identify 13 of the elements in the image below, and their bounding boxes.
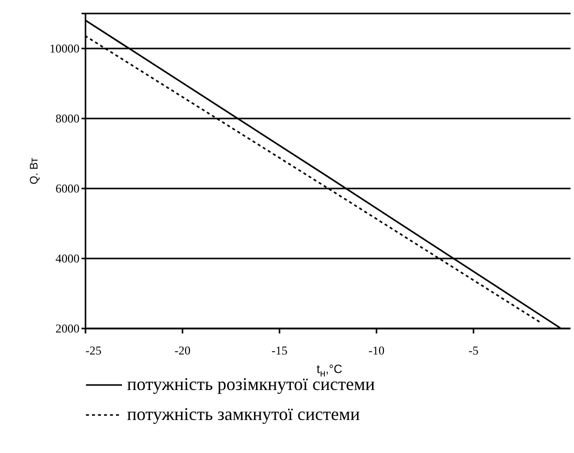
y-tick-label: 10000 xyxy=(50,42,80,56)
y-tick-label: 6000 xyxy=(56,182,80,196)
x-tick-label: -20 xyxy=(174,344,190,358)
y-tick-label: 2000 xyxy=(56,322,80,336)
y-axis-title: Q. Вт xyxy=(28,158,40,184)
x-axis-title: t$_{н}$,°C xyxy=(316,362,344,380)
x-tick-label: -25 xyxy=(86,344,102,358)
x-tick-label: -5 xyxy=(468,344,478,358)
x-tick-label: -15 xyxy=(272,344,288,358)
y-tick-label: 4000 xyxy=(56,252,80,266)
x-tick-label: -10 xyxy=(368,344,384,358)
y-tick-label: 8000 xyxy=(56,112,80,126)
legend-label: потужність замкнутої системи xyxy=(127,404,360,424)
